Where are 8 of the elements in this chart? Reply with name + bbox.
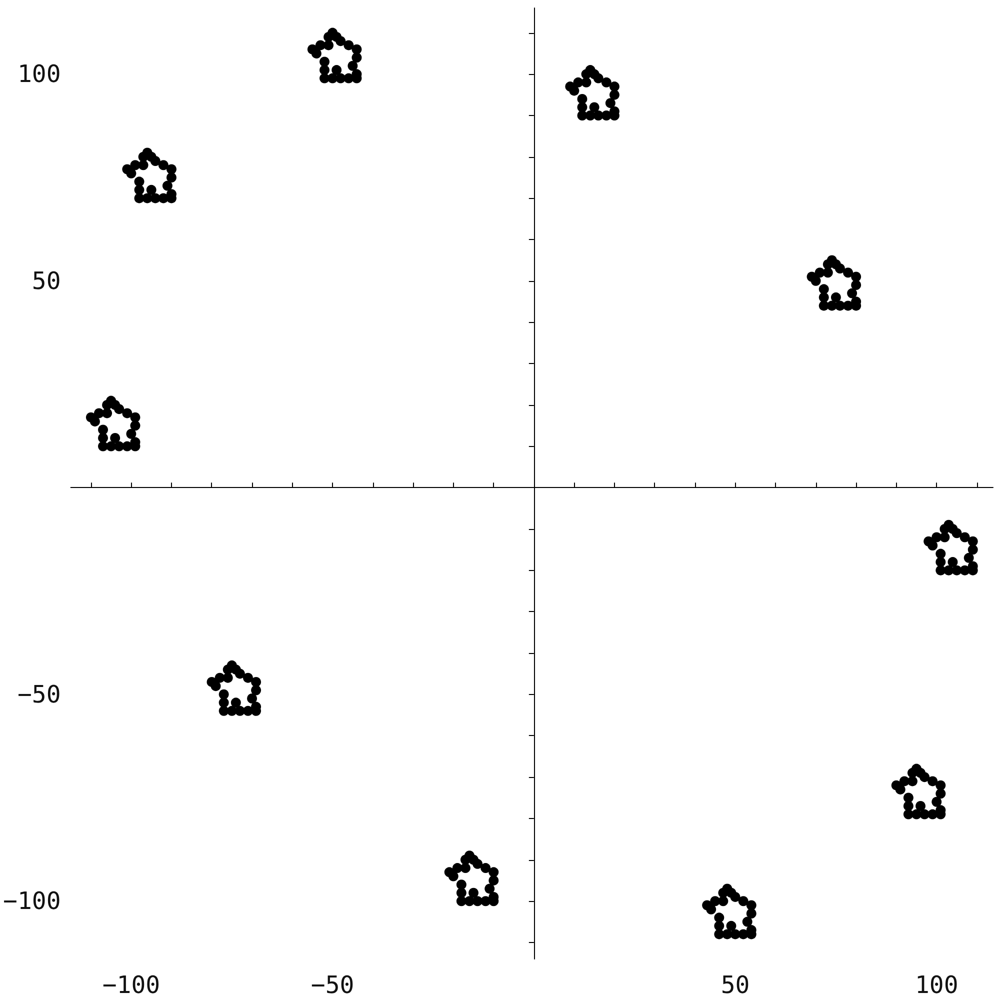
y-tick-label: −50	[17, 680, 61, 708]
x-tick-label: −50	[310, 971, 354, 997]
y-tick-label: −100	[3, 887, 61, 916]
x-tick-label: 100	[914, 971, 958, 997]
y-tick-label: 50	[32, 266, 61, 295]
y-tick-label: 100	[17, 60, 61, 88]
x-tick-label: −100	[102, 971, 160, 997]
x-tick-label: 50	[720, 971, 750, 997]
